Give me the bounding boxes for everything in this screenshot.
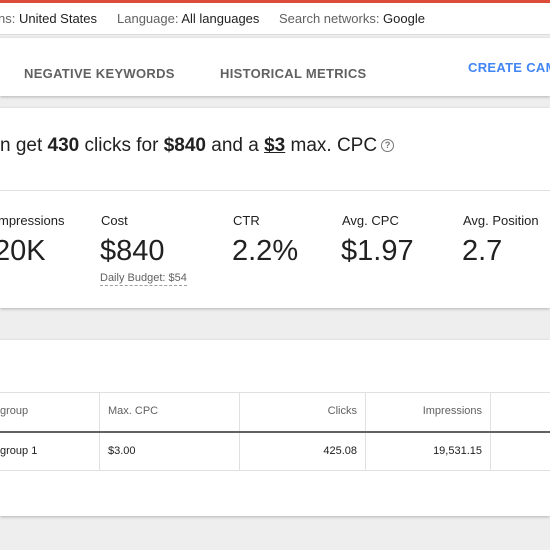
networks-filter-label: Search networks: [279,11,384,26]
forecast-headline: n get 430 clicks for $840 and a $3 max. … [0,135,395,157]
cell-clicks: 425.08 [323,445,357,457]
avg-cpc-value: $1.97 [341,235,414,267]
table-top-border [0,392,550,393]
location-filter[interactable]: ns: United States [0,11,97,26]
language-filter-label: Language: [117,11,182,26]
tab-historical-metrics[interactable]: HISTORICAL METRICS [220,66,367,81]
headline-suffix: max. CPC [285,135,378,156]
forecast-summary-card: n get 430 clicks for $840 and a $3 max. … [0,108,550,308]
top-accent-bar [0,0,550,3]
tab-bar: NEGATIVE KEYWORDS HISTORICAL METRICS CRE… [0,38,550,96]
tab-negative-keywords[interactable]: NEGATIVE KEYWORDS [24,66,175,81]
column-header-max-cpc[interactable]: Max. CPC [108,405,159,417]
header-underline [0,431,550,433]
language-filter[interactable]: Language: All languages [117,11,259,26]
impressions-label: mpressions [0,213,65,228]
targeting-filter-bar: ns: United States Language: All language… [0,3,550,35]
create-campaign-button[interactable]: CREATE CAMP [468,60,550,75]
summary-divider [0,190,550,191]
impressions-value: 20K [0,235,46,267]
ctr-label: CTR [233,213,260,228]
column-header-ad-group[interactable]: group [0,405,29,417]
avg-cpc-label: Avg. CPC [342,213,399,228]
cost-value: $840 [100,235,165,267]
cell-impressions: 19,531.15 [433,445,482,457]
avg-position-label: Avg. Position [463,213,539,228]
headline-text-2: and a [205,135,265,156]
avg-position-value: 2.7 [462,235,503,267]
location-filter-label: ns: [0,11,19,26]
ad-group-table: group Max. CPC Clicks Impressions group … [0,340,550,516]
headline-text-1: clicks for [79,135,164,156]
language-filter-value: All languages [181,11,260,26]
headline-cost: $840 [163,135,206,156]
networks-filter-value: Google [383,11,425,26]
cell-max-cpc: $3.00 [108,445,136,457]
cell-ad-group[interactable]: group 1 [0,445,38,457]
help-circle-icon[interactable]: ? [381,139,395,152]
networks-filter[interactable]: Search networks: Google [279,11,425,26]
column-header-clicks[interactable]: Clicks [327,405,357,417]
daily-budget-link[interactable]: Daily Budget: $54 [100,272,187,286]
headline-prefix: n get [0,135,48,156]
location-filter-value: United States [18,11,98,26]
row-divider [0,470,550,471]
cost-label: Cost [101,213,128,228]
max-cpc-link[interactable]: $3 [264,135,286,156]
ctr-value: 2.2% [232,235,299,267]
column-header-impressions[interactable]: Impressions [422,405,482,417]
headline-clicks: 430 [47,135,80,156]
